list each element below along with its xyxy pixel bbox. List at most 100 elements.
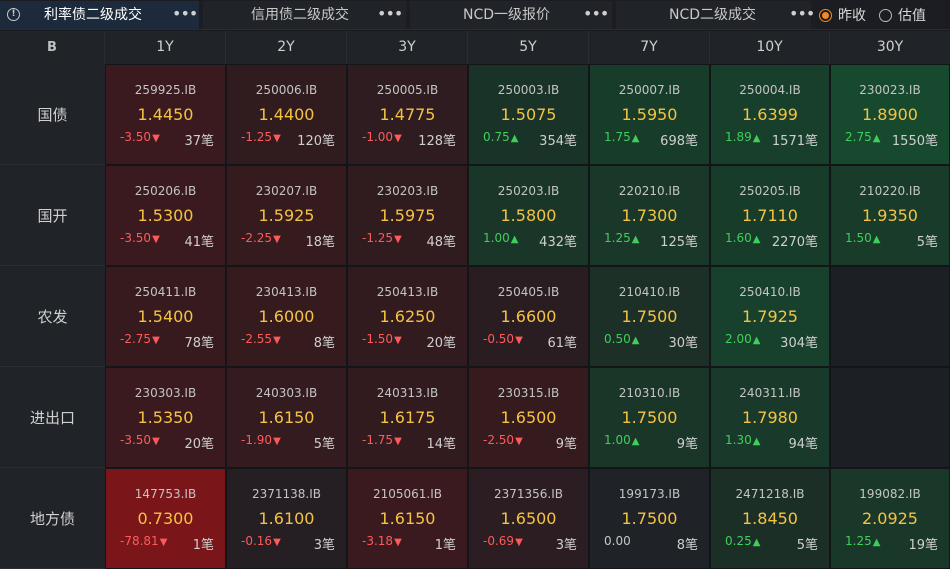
bond-cell[interactable]: 250206.IB 1.5300 -3.50▼ 41笔 [105,165,226,266]
more-options-icon[interactable]: ••• [377,4,403,23]
bond-cell[interactable]: 220210.IB 1.7300 1.25▲ 125笔 [589,165,710,266]
radio-valuation[interactable]: 估值 [879,0,926,30]
bond-cell[interactable]: 230303.IB 1.5350 -3.50▼ 20笔 [105,367,226,468]
arrow-down-icon: ▼ [394,335,402,346]
radio-prev-close[interactable]: 昨收 [819,0,866,30]
bond-cell[interactable]: 230413.IB 1.6000 -2.55▼ 8笔 [226,266,347,367]
arrow-up-icon: ▲ [752,234,761,245]
tab-ncd-secondary[interactable]: NCD二级成交 ••• [616,1,815,29]
bond-cell[interactable]: 2371356.IB 1.6500 -0.69▼ 3笔 [468,468,589,569]
bond-cell[interactable]: 210220.IB 1.9350 1.50▲ 5笔 [830,165,950,266]
bond-cell[interactable]: 199082.IB 2.0925 1.25▲ 19笔 [830,468,950,569]
bond-cell[interactable]: 250006.IB 1.4400 -1.25▼ 120笔 [226,64,347,165]
bond-code: 250203.IB [497,184,560,198]
bond-yield: 1.6100 [258,509,315,528]
column-header-30y[interactable]: 30Y [830,31,950,64]
column-header-10y[interactable]: 10Y [710,31,830,64]
arrow-down-icon: ▼ [152,133,160,144]
bond-code: 2371138.IB [251,487,322,501]
tab-ncd-primary-quote[interactable]: NCD一级报价 ••• [410,1,612,29]
bond-code: 220210.IB [618,184,681,198]
bond-yield: 1.4775 [379,105,436,124]
bond-cell[interactable]: 230203.IB 1.5975 -1.25▼ 48笔 [347,165,468,266]
bond-code: 147753.IB [134,487,197,501]
bond-yield: 1.7500 [621,307,678,326]
bond-code: 240313.IB [376,386,439,400]
bond-cell[interactable]: 250405.IB 1.6600 -0.50▼ 61笔 [468,266,589,367]
bond-cell[interactable]: 250004.IB 1.6399 1.89▲ 1571笔 [710,64,830,165]
trade-count: 30笔 [668,336,698,351]
more-options-icon[interactable]: ••• [789,4,815,23]
bond-cell[interactable]: 240303.IB 1.6150 -1.90▼ 5笔 [226,367,347,468]
bond-cell[interactable]: 250413.IB 1.6250 -1.50▼ 20笔 [347,266,468,367]
bond-cell[interactable]: 2471218.IB 1.8450 0.25▲ 5笔 [710,468,830,569]
column-header-5y[interactable]: 5Y [468,31,589,64]
trade-count: 94笔 [788,437,818,452]
column-header-3y[interactable]: 3Y [347,31,468,64]
more-options-icon[interactable]: ••• [172,4,198,23]
yield-change: 1.25▲ [845,534,880,548]
trade-count: 41笔 [184,235,214,250]
radio-label: 昨收 [838,8,866,24]
bond-code: 2105061.IB [372,487,443,501]
yield-change-value: -2.75 [120,332,152,346]
bond-cell[interactable]: 250410.IB 1.7925 2.00▲ 304笔 [710,266,830,367]
bond-cell[interactable]: 250203.IB 1.5800 1.00▲ 432笔 [468,165,589,266]
arrow-up-icon: ▲ [872,537,881,548]
yield-change: 0.50▲ [604,332,639,346]
bond-cell[interactable]: 230207.IB 1.5925 -2.25▼ 18笔 [226,165,347,266]
bond-cell[interactable]: 250205.IB 1.7110 1.60▲ 2270笔 [710,165,830,266]
arrow-down-icon: ▼ [152,436,160,447]
bond-code: 240311.IB [739,386,801,400]
tab-rate-bond-secondary[interactable]: ! 利率债二级成交 ••• [0,1,199,29]
bond-cell[interactable]: 259925.IB 1.4450 -3.50▼ 37笔 [105,64,226,165]
bond-cell[interactable]: 230023.IB 1.8900 2.75▲ 1550笔 [830,64,950,165]
trade-count: 1笔 [192,538,214,553]
bond-yield: 1.7300 [621,206,678,225]
bond-code: 210410.IB [618,285,681,299]
trade-count: 698笔 [660,134,698,149]
bond-cell[interactable]: 2105061.IB 1.6150 -3.18▼ 1笔 [347,468,468,569]
bond-code: 2371356.IB [493,487,564,501]
bond-yield: 1.5950 [621,105,678,124]
yield-change-value: -1.75 [362,433,394,447]
trade-count: 1571笔 [771,134,818,149]
bond-cell[interactable]: 210310.IB 1.7500 1.00▲ 9笔 [589,367,710,468]
bond-cell[interactable]: 199173.IB 1.7500 0.00 8笔 [589,468,710,569]
yield-change: 0.75▲ [483,130,518,144]
column-header-2y[interactable]: 2Y [226,31,347,64]
bond-code: 250004.IB [739,83,801,97]
tab-label: NCD二级成交 [669,7,757,23]
bond-cell[interactable]: 230315.IB 1.6500 -2.50▼ 9笔 [468,367,589,468]
bond-cell[interactable]: 147753.IB 0.7300 -78.81▼ 1笔 [105,468,226,569]
bond-cell[interactable]: 240313.IB 1.6175 -1.75▼ 14笔 [347,367,468,468]
column-header-7y[interactable]: 7Y [589,31,710,64]
bond-cell[interactable]: 250005.IB 1.4775 -1.00▼ 128笔 [347,64,468,165]
bond-cell[interactable]: 2371138.IB 1.6100 -0.16▼ 3笔 [226,468,347,569]
yield-change-value: -2.55 [241,332,273,346]
yield-change-value: -0.16 [241,534,273,548]
bond-cell[interactable]: 250411.IB 1.5400 -2.75▼ 78笔 [105,266,226,367]
bond-yield: 1.6250 [379,307,436,326]
tab-credit-bond-secondary[interactable]: 信用债二级成交 ••• [203,1,406,29]
trade-count: 125笔 [660,235,698,250]
radio-label: 估值 [898,8,926,24]
row-label: 国债 [0,64,105,165]
more-options-icon[interactable]: ••• [583,4,609,23]
column-header-1y[interactable]: 1Y [105,31,226,64]
bond-cell[interactable]: 250003.IB 1.5075 0.75▲ 354笔 [468,64,589,165]
corner-cell: B [0,31,105,64]
bond-yield: 1.6500 [500,408,557,427]
info-icon[interactable]: ! [7,8,20,21]
trade-count: 61笔 [547,336,577,351]
yield-change-value: 2.75 [845,130,872,144]
radio-unchecked-icon [879,8,892,22]
arrow-up-icon: ▲ [752,133,761,144]
trade-count: 78笔 [184,336,214,351]
trade-count: 8笔 [676,538,698,553]
bond-cell[interactable]: 250007.IB 1.5950 1.75▲ 698笔 [589,64,710,165]
bond-icon: B [47,40,57,55]
bond-cell[interactable]: 210410.IB 1.7500 0.50▲ 30笔 [589,266,710,367]
bond-cell[interactable]: 240311.IB 1.7980 1.30▲ 94笔 [710,367,830,468]
row-label: 农发 [0,266,105,367]
